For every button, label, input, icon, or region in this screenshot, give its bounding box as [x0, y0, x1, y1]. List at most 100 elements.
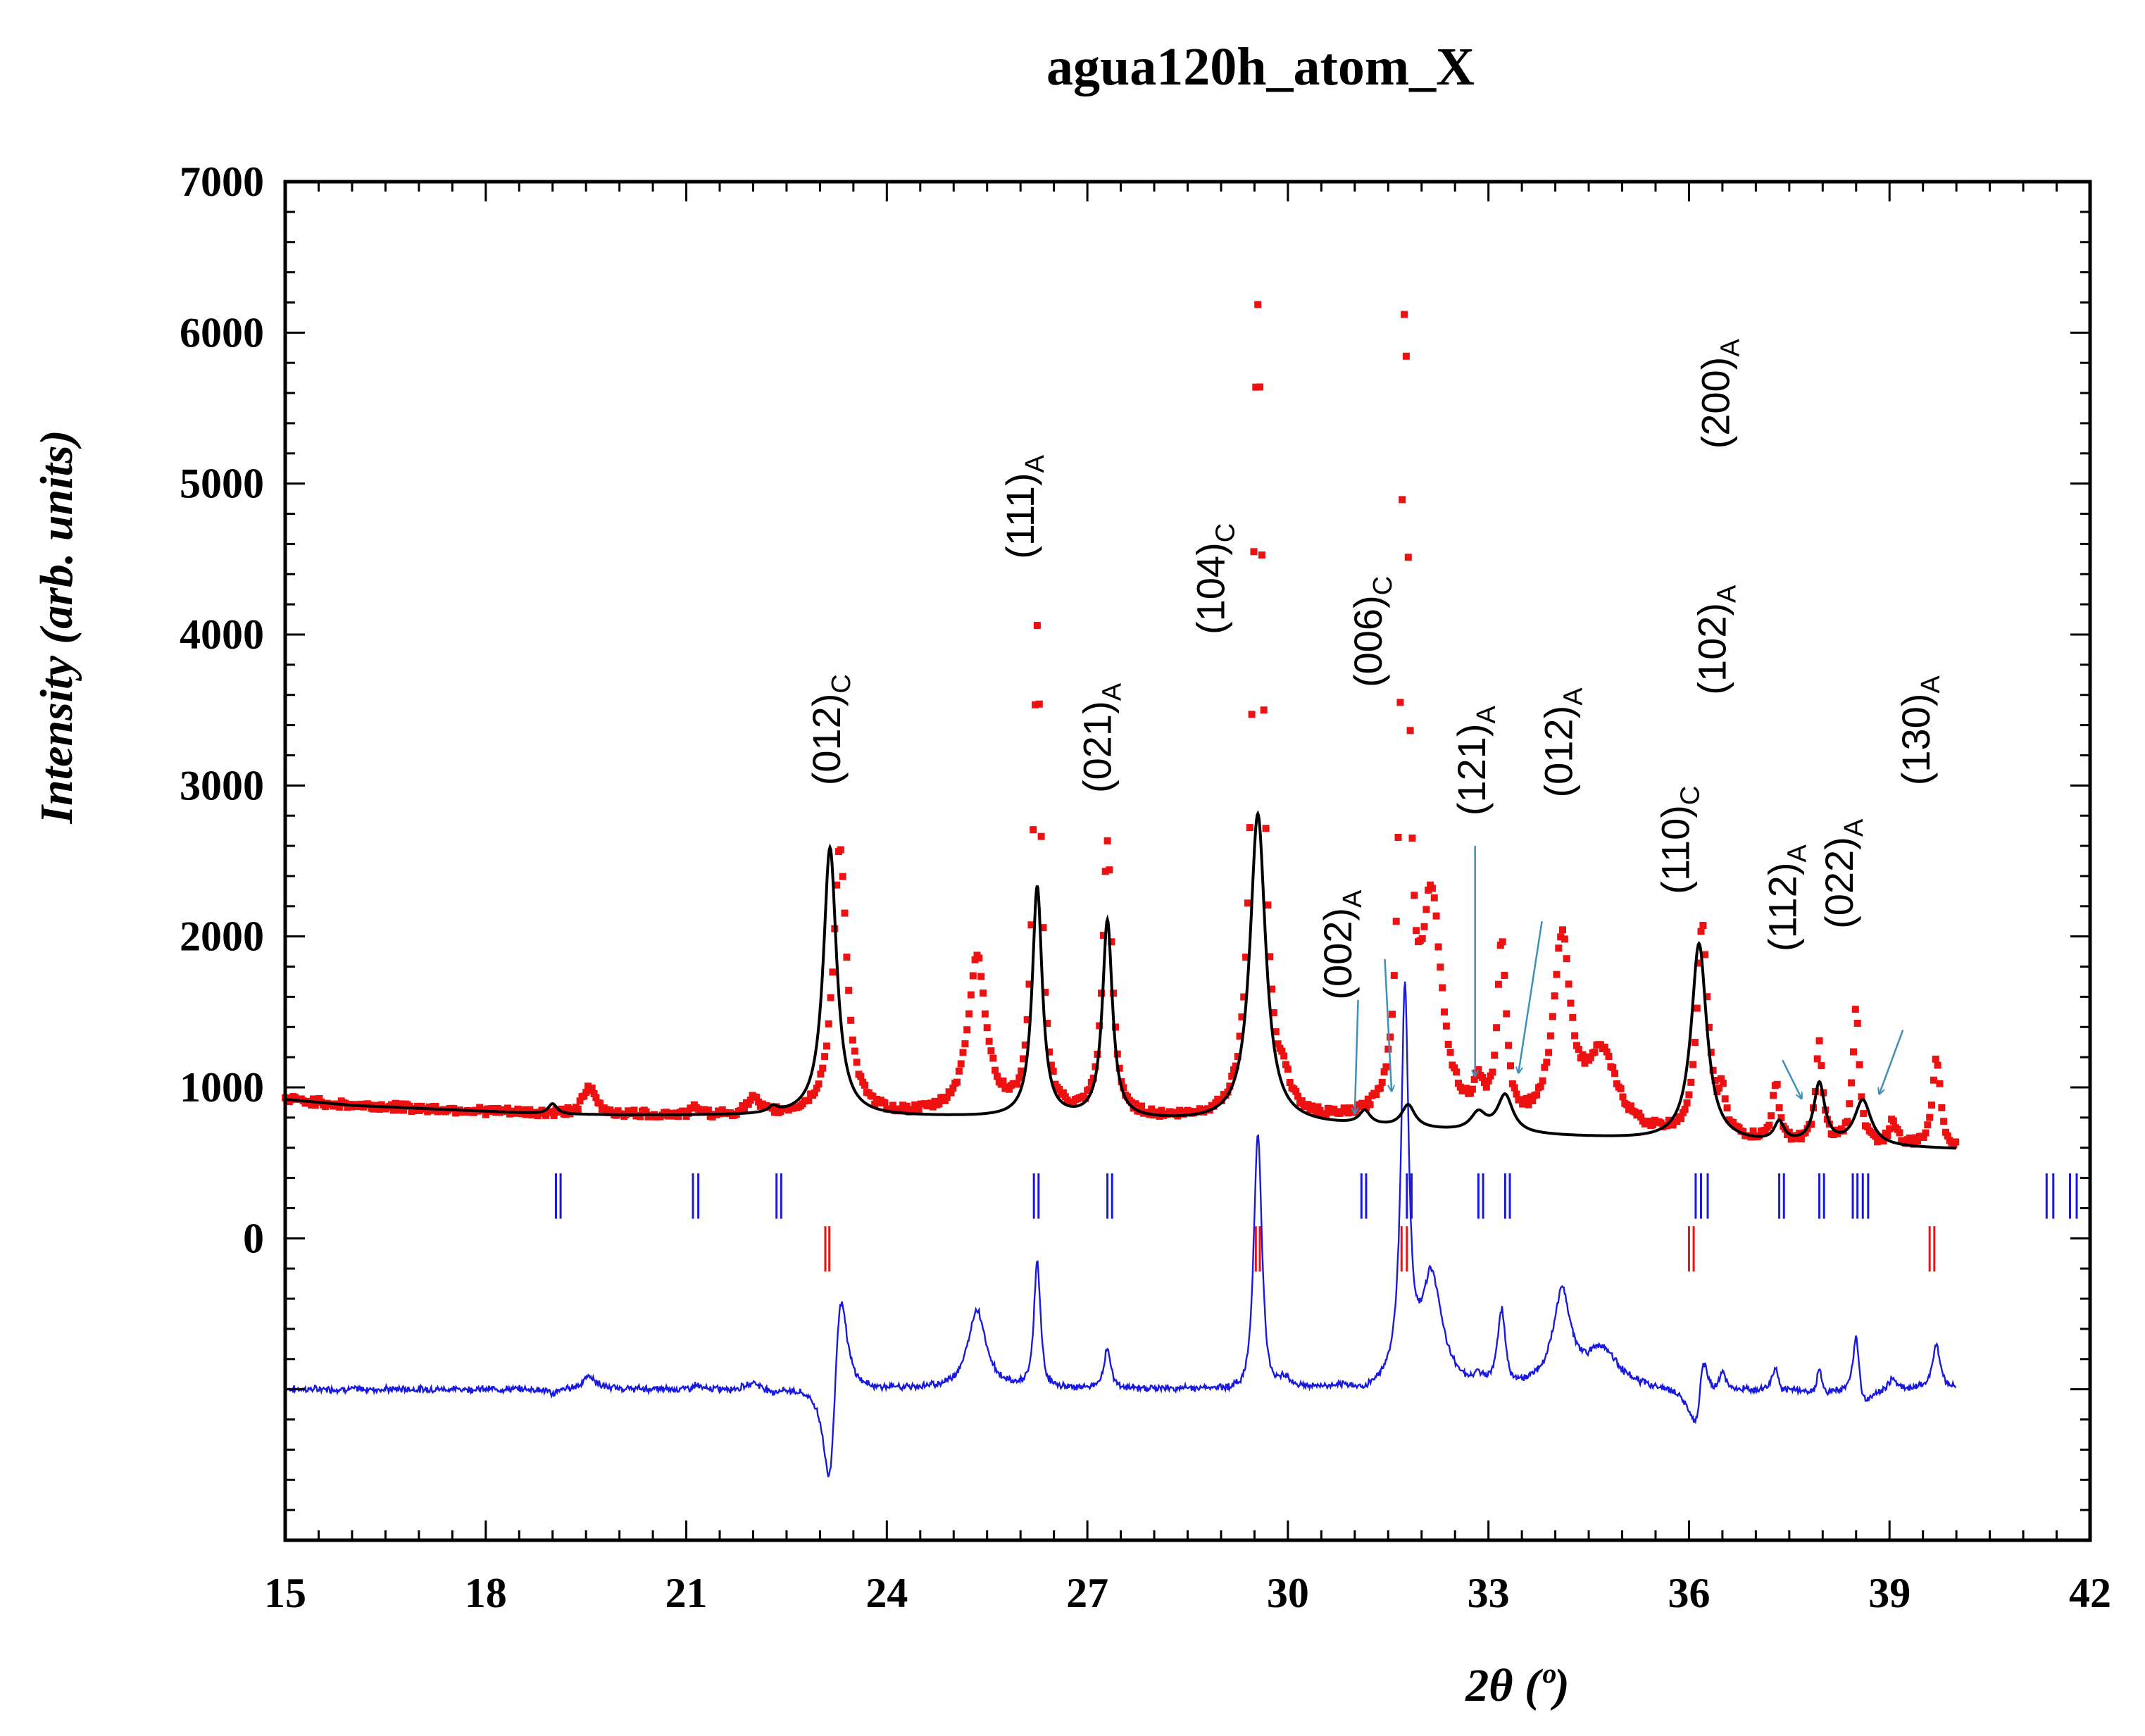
observed-point: [592, 1094, 600, 1101]
calculated-curve-layer: [285, 810, 1957, 1150]
observed-point: [1952, 1138, 1960, 1146]
observed-point: [1701, 951, 1709, 958]
observed-point: [1928, 1101, 1935, 1109]
observed-point: [596, 1099, 604, 1107]
observed-point: [1627, 1102, 1634, 1110]
observed-point: [1818, 1062, 1825, 1070]
observed-point: [630, 1106, 638, 1114]
observed-point: [1507, 1062, 1514, 1070]
observed-point: [1673, 1118, 1681, 1125]
observed-point: [1896, 1129, 1903, 1137]
x-tick-label: 15: [264, 1570, 306, 1616]
observed-point: [1625, 1106, 1632, 1113]
observed-point: [1442, 1022, 1450, 1030]
observed-point: [389, 1106, 397, 1114]
observed-point: [1382, 1063, 1390, 1070]
observed-point: [744, 1100, 752, 1108]
observed-point: [1158, 1106, 1165, 1114]
observed-point: [1108, 938, 1115, 946]
observed-point: [580, 1092, 588, 1100]
observed-point: [1148, 1105, 1156, 1113]
observed-point: [1413, 927, 1420, 935]
observed-point: [1561, 935, 1568, 943]
observed-point: [909, 1106, 917, 1113]
observed-point: [558, 1105, 565, 1113]
observed-point: [1874, 1138, 1882, 1146]
observed-point: [1372, 1091, 1380, 1098]
y-tick-label: 6000: [180, 309, 264, 356]
y-tick-label: 0: [243, 1215, 264, 1261]
observed-point: [1230, 1066, 1237, 1074]
peak-label: (110)C: [1653, 786, 1705, 894]
observed-point: [843, 954, 851, 961]
observed-point: [1394, 834, 1402, 841]
observed-point: [1707, 1049, 1715, 1056]
observed-point: [1252, 383, 1260, 391]
observed-point: [1250, 548, 1258, 556]
observed-point: [1387, 1033, 1394, 1041]
peak-label: (111)A: [998, 454, 1050, 558]
observed-point: [1932, 1055, 1939, 1063]
observed-point: [1924, 1121, 1932, 1129]
observed-point: [1922, 1129, 1930, 1137]
observed-point: [1092, 1063, 1099, 1070]
observed-point: [739, 1101, 746, 1109]
observed-point: [1551, 992, 1558, 1000]
observed-point: [1127, 1099, 1135, 1106]
observed-point: [1018, 1067, 1025, 1075]
observed-point: [1338, 1108, 1346, 1116]
observed-point: [1378, 1078, 1386, 1086]
observed-point: [1697, 928, 1705, 935]
observed-point: [432, 1103, 439, 1110]
observed-point: [1527, 1093, 1534, 1101]
observed-point: [1863, 1123, 1871, 1130]
observed-point: [1244, 899, 1251, 907]
observed-point: [1597, 1041, 1605, 1049]
observed-point: [1872, 1132, 1880, 1140]
observed-point: [1432, 912, 1440, 920]
observed-point: [1645, 1118, 1653, 1125]
observed-point: [755, 1098, 763, 1106]
observed-point: [1453, 1068, 1461, 1076]
observed-point: [1705, 1023, 1713, 1031]
observed-point: [311, 1101, 319, 1109]
observed-point: [1940, 1118, 1948, 1125]
observed-point: [927, 1099, 934, 1107]
observed-point: [1402, 352, 1410, 360]
observed-point: [1482, 1083, 1490, 1091]
observed-point: [770, 1109, 778, 1116]
observed-point: [1559, 926, 1566, 934]
observed-point: [1683, 1099, 1691, 1107]
observed-point: [943, 1094, 951, 1101]
observed-point: [1541, 1063, 1549, 1071]
observed-point: [1376, 1085, 1384, 1092]
observed-point: [935, 1100, 943, 1108]
observed-point: [1637, 1113, 1645, 1121]
peak-arrow: [1782, 1059, 1801, 1098]
observed-point: [1047, 1061, 1055, 1069]
observed-point: [1294, 1092, 1302, 1100]
observed-point: [1238, 1013, 1246, 1020]
peak-label: (012)C: [804, 674, 856, 785]
observed-point: [1681, 1106, 1689, 1113]
observed-point: [680, 1107, 688, 1115]
observed-point: [1228, 1073, 1236, 1080]
observed-point: [482, 1111, 489, 1118]
observed-point: [805, 1097, 813, 1104]
observed-point: [1721, 1095, 1729, 1103]
calculated-curve: [285, 810, 1957, 1150]
x-axis-label: 2θ (º): [1465, 1660, 1570, 1711]
observed-point: [1020, 1055, 1027, 1063]
observed-point: [1508, 1080, 1516, 1087]
observed-point: [999, 1078, 1007, 1085]
observed-point: [1408, 835, 1416, 842]
observed-point: [1262, 825, 1270, 832]
observed-point: [994, 1073, 1001, 1080]
observed-point: [1254, 301, 1262, 308]
peak-label: (006)C: [1346, 576, 1398, 687]
observed-point: [1777, 1114, 1785, 1122]
observed-point: [1944, 1132, 1951, 1139]
observed-point: [1575, 1046, 1582, 1054]
observed-point: [1037, 832, 1045, 840]
observed-point: [588, 1085, 596, 1092]
